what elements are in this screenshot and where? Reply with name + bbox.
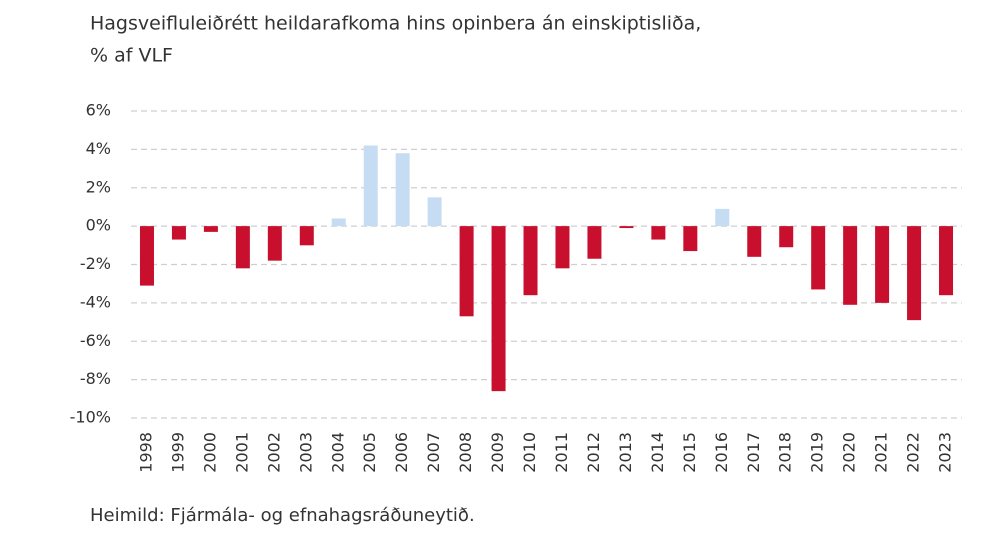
x-tick-label: 1999: [168, 432, 187, 473]
x-tick-label: 2013: [616, 432, 635, 473]
bar: [747, 226, 762, 257]
chart-title: Hagsveifluleiðrétt heildarafkoma hins op…: [90, 13, 701, 35]
x-tick-label: 2016: [712, 432, 731, 473]
bar: [875, 226, 890, 303]
bar: [171, 226, 186, 240]
bar: [235, 226, 250, 269]
bar: [683, 226, 698, 252]
x-tick-label: 2015: [680, 432, 699, 473]
x-tick-label: 2022: [904, 432, 923, 473]
x-tick-label: 2023: [936, 432, 955, 473]
chart-title: % af VLF: [90, 45, 173, 67]
y-tick-label: -2%: [80, 254, 111, 273]
y-tick-label: 4%: [86, 139, 111, 158]
source: Heimild: Fjármála- og efnahagsráðuneytið…: [90, 505, 475, 526]
x-tick-label: 1998: [136, 432, 155, 473]
y-tick-label: -6%: [80, 331, 111, 350]
x-tick-label: 2012: [584, 432, 603, 473]
x-tick-label: 2000: [200, 432, 219, 473]
bar: [491, 226, 506, 392]
bar: [843, 226, 858, 305]
bar: [331, 218, 346, 227]
bar: [459, 226, 474, 317]
x-tick-label: 2019: [808, 432, 827, 473]
bar: [811, 226, 826, 290]
bar: [907, 226, 922, 321]
bar: [203, 226, 218, 232]
x-tick-label: 2007: [424, 432, 443, 473]
y-tick-label: -8%: [80, 369, 111, 388]
x-tick-label: 2009: [488, 432, 507, 473]
x-tick-label: 2003: [296, 432, 315, 473]
y-tick-label: 0%: [86, 216, 111, 235]
y-tick-label: -4%: [80, 292, 111, 311]
x-tick-label: 2020: [840, 432, 859, 473]
bar: [363, 145, 378, 227]
bar: [779, 226, 794, 248]
bar: [395, 153, 410, 227]
x-tick-label: 2017: [744, 432, 763, 473]
x-tick-label: 2004: [328, 432, 347, 473]
bar: [619, 226, 634, 229]
x-tick-label: 2014: [648, 432, 667, 473]
bar: [939, 226, 954, 296]
y-tick-label: -10%: [70, 408, 111, 427]
y-tick-label: 6%: [86, 101, 111, 120]
bar: [267, 226, 282, 261]
x-tick-label: 2010: [520, 432, 539, 473]
y-tick-label: 2%: [86, 177, 111, 196]
bar: [523, 226, 538, 296]
x-tick-label: 2021: [872, 432, 891, 473]
bar: [555, 226, 570, 269]
bar: [587, 226, 602, 259]
x-tick-label: 2005: [360, 432, 379, 473]
x-tick-label: 2002: [264, 432, 283, 473]
x-tick-label: 2018: [776, 432, 795, 473]
x-tick-label: 2008: [456, 432, 475, 473]
x-tick-label: 2001: [232, 432, 251, 473]
x-tick-label: 2011: [552, 432, 571, 473]
bar: [715, 208, 730, 227]
bar: [139, 226, 154, 286]
x-tick-label: 2006: [392, 432, 411, 473]
bar: [651, 226, 666, 240]
bar: [299, 226, 314, 246]
bar: [427, 197, 442, 227]
